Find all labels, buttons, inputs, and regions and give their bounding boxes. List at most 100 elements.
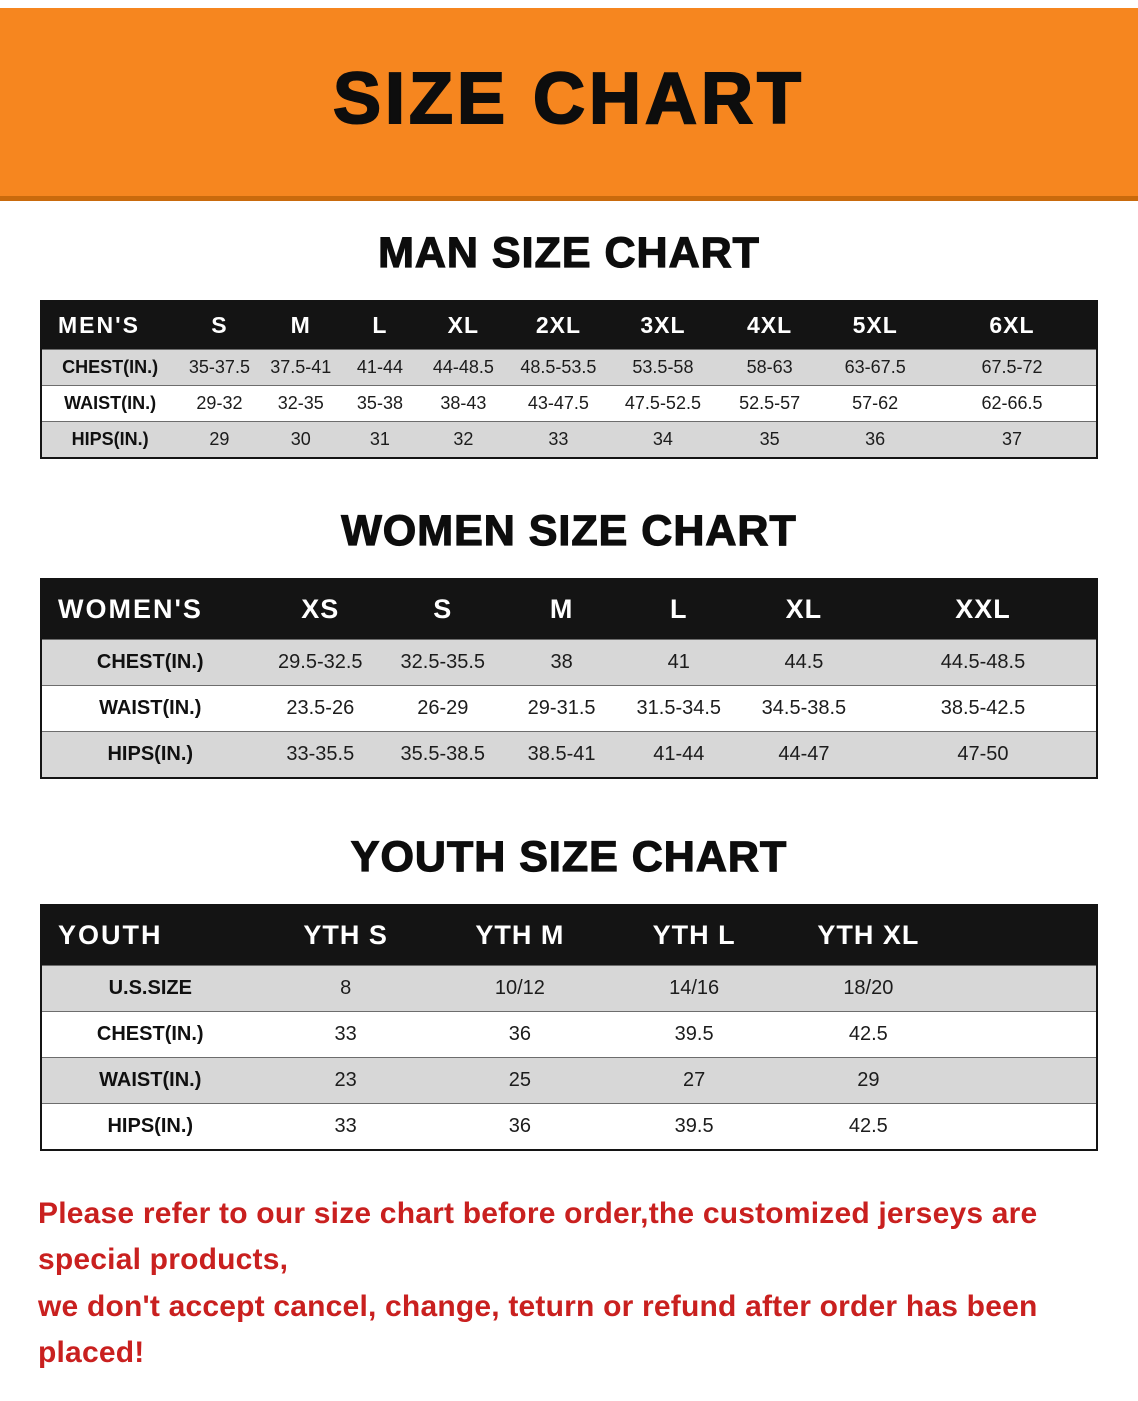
table-cell: 29-31.5: [503, 684, 620, 732]
row-label: CHEST(IN.): [41, 1010, 259, 1058]
men-waist-row: WAIST(IN.) 29-32 32-35 35-38 38-43 43-47…: [41, 384, 1097, 422]
table-cell: 32.5-35.5: [382, 638, 504, 686]
table-cell: 25: [432, 1056, 607, 1104]
table-cell: 34.5-38.5: [737, 684, 870, 732]
table-cell: 43-47.5: [507, 384, 610, 422]
table-cell: 53.5-58: [609, 348, 717, 386]
men-chest-row: CHEST(IN.) 35-37.5 37.5-41 41-44 44-48.5…: [41, 348, 1097, 386]
disclaimer-line-2: we don't accept cancel, change, teturn o…: [38, 1289, 1038, 1370]
women-waist-row: WAIST(IN.) 23.5-26 26-29 29-31.5 31.5-34…: [41, 684, 1097, 732]
table-cell: 38.5-42.5: [869, 684, 1097, 732]
table-cell: 32-35: [260, 384, 341, 422]
table-cell: 29.5-32.5: [258, 638, 383, 686]
table-cell: 33: [258, 1010, 433, 1058]
men-table-header-row: MEN'S S M L XL 2XL 3XL 4XL 5XL 6XL: [41, 300, 1097, 350]
women-size-col-l: L: [619, 578, 738, 640]
women-table-header-row: WOMEN'S XS S M L XL XXL: [41, 578, 1097, 640]
men-section-heading: MAN SIZE CHART: [377, 228, 760, 277]
youth-chest-row: CHEST(IN.) 33 36 39.5 42.5: [41, 1010, 1097, 1058]
table-cell: 42.5: [781, 1102, 956, 1150]
row-label: HIPS(IN.): [41, 420, 179, 458]
row-label: HIPS(IN.): [41, 730, 259, 778]
table-cell: 32: [419, 420, 508, 458]
youth-table-title: YOUTH: [41, 904, 259, 966]
table-cell: 62-66.5: [927, 384, 1097, 422]
men-hips-row: HIPS(IN.) 29 30 31 32 33 34 35 36 37: [41, 420, 1097, 458]
size-chart-page: SIZE CHART MAN SIZE CHART MEN'S S M L XL…: [0, 8, 1138, 1377]
row-label: CHEST(IN.): [41, 638, 259, 686]
youth-ussize-row: U.S.SIZE 8 10/12 14/16 18/20: [41, 964, 1097, 1012]
table-cell: 36: [432, 1010, 607, 1058]
table-cell: 30: [260, 420, 341, 458]
youth-size-col-m: YTH M: [432, 904, 607, 966]
spacer-cell: [955, 1056, 1097, 1104]
table-cell: 47-50: [869, 730, 1097, 778]
men-table-title: MEN'S: [41, 300, 179, 350]
youth-hips-row: HIPS(IN.) 33 36 39.5 42.5: [41, 1102, 1097, 1150]
table-cell: 41-44: [619, 730, 738, 778]
women-size-col-xs: XS: [258, 578, 383, 640]
table-cell: 38: [503, 638, 620, 686]
women-chest-row: CHEST(IN.) 29.5-32.5 32.5-35.5 38 41 44.…: [41, 638, 1097, 686]
men-size-col-l: L: [340, 300, 420, 350]
spacer-cell: [955, 964, 1097, 1012]
table-cell: 23.5-26: [258, 684, 383, 732]
row-label: HIPS(IN.): [41, 1102, 259, 1150]
table-cell: 23: [258, 1056, 433, 1104]
table-cell: 41-44: [340, 348, 420, 386]
men-size-col-5xl: 5XL: [822, 300, 928, 350]
table-cell: 38-43: [419, 384, 508, 422]
table-cell: 39.5: [607, 1102, 782, 1150]
table-cell: 33-35.5: [258, 730, 383, 778]
table-cell: 35: [716, 420, 823, 458]
table-cell: 44-48.5: [419, 348, 508, 386]
table-cell: 27: [607, 1056, 782, 1104]
women-size-table: WOMEN'S XS S M L XL XXL CHEST(IN.) 29.5-…: [40, 577, 1098, 779]
women-size-col-xxl: XXL: [869, 578, 1097, 640]
table-cell: 29-32: [178, 384, 261, 422]
men-size-table: MEN'S S M L XL 2XL 3XL 4XL 5XL 6XL CHEST…: [40, 299, 1098, 459]
row-label: WAIST(IN.): [41, 384, 179, 422]
women-table-title: WOMEN'S: [41, 578, 259, 640]
disclaimer: Please refer to our size chart before or…: [38, 1191, 1100, 1377]
table-cell: 31: [340, 420, 420, 458]
table-cell: 44.5-48.5: [869, 638, 1097, 686]
table-cell: 29: [178, 420, 261, 458]
table-cell: 38.5-41: [503, 730, 620, 778]
table-cell: 67.5-72: [927, 348, 1097, 386]
youth-size-col-s: YTH S: [258, 904, 433, 966]
spacer-cell: [955, 904, 1097, 966]
table-cell: 34: [609, 420, 717, 458]
table-cell: 33: [507, 420, 610, 458]
table-cell: 31.5-34.5: [619, 684, 738, 732]
table-cell: 36: [432, 1102, 607, 1150]
table-cell: 44.5: [737, 638, 870, 686]
youth-size-col-l: YTH L: [607, 904, 782, 966]
women-section: WOMEN SIZE CHART WOMEN'S XS S M L XL XXL: [0, 506, 1138, 779]
men-size-col-3xl: 3XL: [609, 300, 717, 350]
table-cell: 37.5-41: [260, 348, 341, 386]
table-cell: 37: [927, 420, 1097, 458]
table-cell: 63-67.5: [822, 348, 928, 386]
men-size-col-m: M: [260, 300, 341, 350]
men-size-col-2xl: 2XL: [507, 300, 610, 350]
disclaimer-line-1: Please refer to our size chart before or…: [38, 1196, 1038, 1277]
men-size-col-6xl: 6XL: [927, 300, 1097, 350]
table-cell: 41: [619, 638, 738, 686]
table-cell: 18/20: [781, 964, 956, 1012]
table-cell: 33: [258, 1102, 433, 1150]
men-size-col-xl: XL: [419, 300, 508, 350]
table-cell: 10/12: [432, 964, 607, 1012]
youth-section: YOUTH SIZE CHART YOUTH YTH S YTH M YTH L…: [0, 832, 1138, 1151]
youth-size-col-xl: YTH XL: [781, 904, 956, 966]
row-label: CHEST(IN.): [41, 348, 179, 386]
table-cell: 58-63: [716, 348, 823, 386]
men-size-col-4xl: 4XL: [716, 300, 823, 350]
youth-table-header-row: YOUTH YTH S YTH M YTH L YTH XL: [41, 904, 1097, 966]
table-cell: 39.5: [607, 1010, 782, 1058]
women-size-col-xl: XL: [737, 578, 870, 640]
table-cell: 42.5: [781, 1010, 956, 1058]
table-cell: 36: [822, 420, 928, 458]
table-cell: 35.5-38.5: [382, 730, 504, 778]
youth-waist-row: WAIST(IN.) 23 25 27 29: [41, 1056, 1097, 1104]
